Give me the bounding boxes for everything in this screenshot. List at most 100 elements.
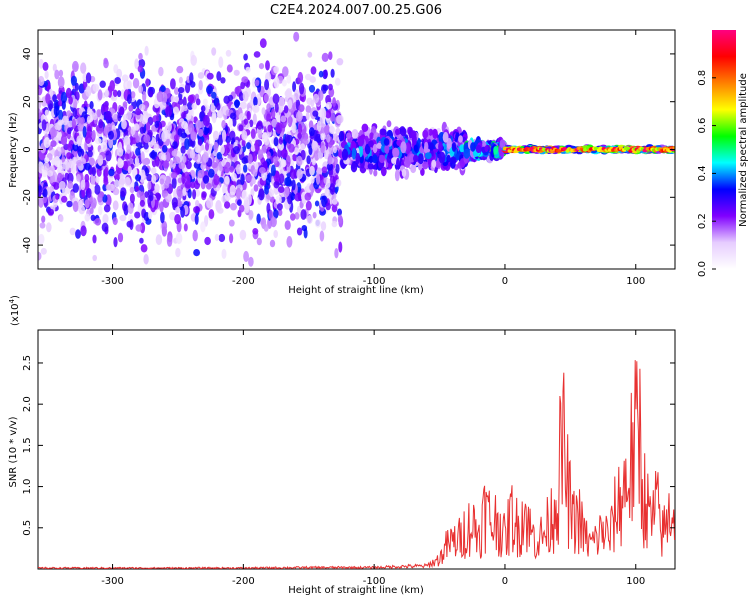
spectrogram-cell: [197, 169, 205, 179]
spectrogram-cell: [329, 183, 336, 195]
spectrogram-cell: [88, 157, 96, 167]
spectrogram-cell: [95, 176, 100, 184]
spectrogram-cell: [361, 123, 369, 132]
spectrogram-cell: [46, 222, 52, 233]
spectrogram-cell: [304, 192, 312, 201]
spectrogram-x-ticks: -300 -200 -100 0 100: [101, 30, 645, 287]
spectrogram-cell: [49, 185, 55, 193]
spectrogram-cell: [49, 175, 54, 184]
spectrogram-cell: [181, 155, 187, 164]
spectrogram-cell: [410, 130, 417, 140]
spectrogram-cell: [263, 224, 269, 232]
snr-x-tick-label: -300: [101, 576, 124, 587]
spectrogram-cell: [170, 172, 178, 179]
spectrogram-cell: [86, 115, 91, 124]
spectrogram-cell: [38, 251, 42, 261]
snr-scale-close: ): [10, 295, 21, 299]
spectrogram-cell: [104, 166, 109, 178]
spectrogram-cell: [77, 145, 83, 158]
spectrogram-cell: [357, 135, 365, 147]
spectrogram-cell: [311, 158, 316, 166]
spectrogram-cell: [428, 128, 434, 136]
spectrogram-cell: [258, 167, 266, 174]
spectrogram-cell: [252, 113, 257, 125]
spectrogram-cell: [241, 76, 249, 83]
spectrogram-cell: [166, 151, 171, 162]
spectrogram-cell: [191, 131, 196, 142]
spectrogram-cell: [54, 69, 60, 80]
spectrogram-cell: [413, 144, 418, 152]
spectrogram-cell: [424, 152, 432, 160]
spectrogram-cell: [307, 51, 313, 58]
spectrogram-cell: [446, 154, 451, 163]
spectrogram-cell: [129, 219, 134, 231]
spectrogram-cell: [192, 229, 198, 242]
spectrogram-cell: [395, 128, 400, 136]
spectrogram-cell: [182, 187, 187, 197]
spectrogram-cell: [243, 164, 248, 173]
spectrogram-cell: [256, 213, 261, 224]
spectrogram-cell: [181, 172, 186, 185]
spectrogram-cell: [248, 256, 254, 267]
spectrogram-cell: [301, 197, 307, 204]
spectrogram-cell: [43, 137, 51, 149]
spectrogram-cell: [87, 150, 93, 158]
spectrogram-cell: [85, 85, 92, 97]
spectrogram-cell: [239, 204, 245, 213]
spectrogram-cell: [235, 164, 242, 175]
spectrogram-cell: [121, 119, 127, 130]
spectrogram-cell: [158, 66, 164, 77]
spectrogram-cell: [261, 145, 267, 154]
spectrogram-cell: [159, 101, 167, 110]
colorbar-fill: [712, 30, 736, 269]
spectrogram-cell: [264, 79, 270, 91]
spectrogram-cell: [195, 200, 200, 207]
spectrogram-x-tick-label: -300: [101, 276, 124, 287]
spectrogram-cell: [232, 117, 237, 127]
spectrogram-cell: [300, 209, 307, 220]
spectrogram-cell: [283, 186, 290, 198]
colorbar-tick-label: 0.6: [697, 118, 708, 134]
spectrogram-cell: [206, 85, 213, 95]
spectrogram-cell: [103, 174, 109, 187]
spectrogram-cell: [108, 130, 114, 140]
spectrogram-cell: [96, 109, 102, 118]
spectrogram-cell: [205, 182, 212, 190]
spectrogram-cell: [52, 94, 57, 103]
spectrogram-cell: [292, 81, 297, 93]
spectrogram-cell: [162, 190, 169, 197]
spectrogram-cell: [315, 173, 321, 185]
spectrogram-cell: [392, 147, 400, 158]
spectrogram-cell: [38, 176, 41, 186]
spectrogram-cell: [200, 105, 206, 112]
spectrogram-cell: [47, 170, 54, 177]
spectrogram-cell: [273, 137, 279, 147]
spectrogram-cell: [175, 232, 183, 245]
spectrogram-cell: [85, 72, 92, 84]
spectrogram-cell: [230, 112, 237, 120]
spectrogram-cell: [126, 94, 132, 105]
spectrogram-cell: [202, 175, 210, 184]
spectrogram-cell: [172, 141, 178, 150]
spectrogram-cell: [117, 147, 124, 157]
spectrogram-cell: [252, 151, 258, 162]
spectrogram-cell: [234, 99, 240, 109]
spectrogram-cell: [129, 186, 135, 194]
spectrogram-cell: [278, 142, 284, 151]
spectrogram-cell: [128, 105, 134, 112]
spectrogram-cell: [137, 65, 143, 73]
spectrogram-y-tick-label: 20: [22, 95, 33, 108]
spectrogram-cell: [72, 60, 79, 73]
spectrogram-cell: [145, 122, 151, 133]
spectrogram-cell: [459, 144, 465, 153]
spectrogram-cell: [431, 159, 437, 168]
spectrogram-cell: [38, 233, 45, 245]
spectrogram-cell: [351, 129, 359, 139]
spectrogram-cell: [337, 214, 343, 224]
spectrogram-cell: [263, 93, 269, 103]
spectrogram-cell: [202, 98, 208, 106]
spectrogram-cell: [41, 119, 47, 131]
spectrogram-cell: [484, 145, 489, 153]
spectrogram-cell: [320, 133, 325, 141]
spectrogram-cell: [422, 161, 429, 170]
